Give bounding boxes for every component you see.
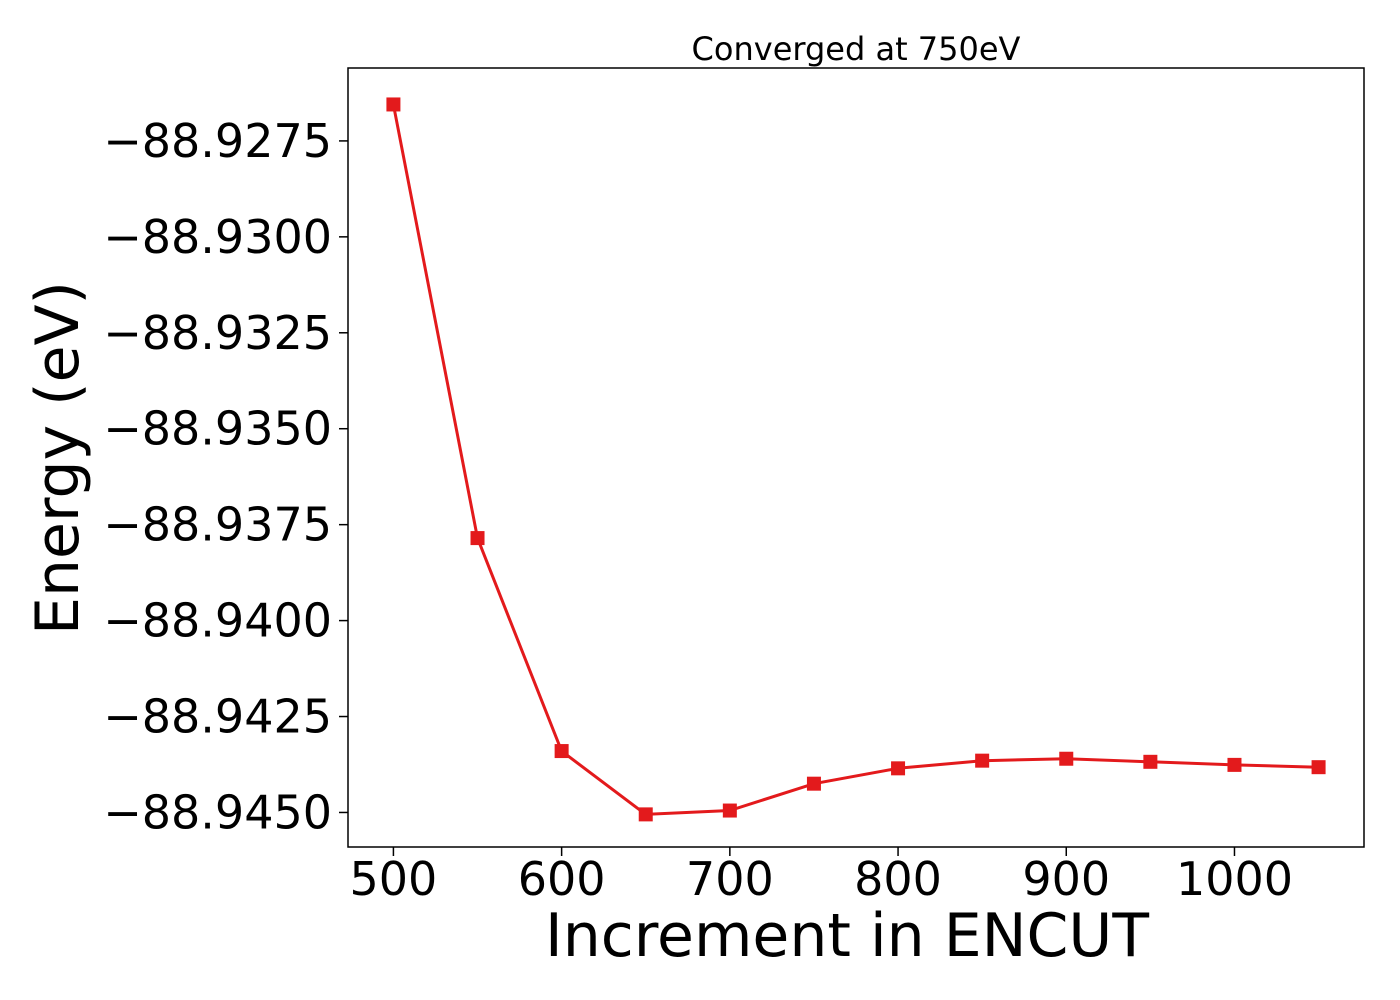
x-tick-label: 700 [686, 852, 774, 906]
x-axis-ticks: 500 600 700 800 900 1000 [350, 847, 1293, 906]
energy-series-markers [386, 97, 1326, 822]
data-point-marker [1227, 757, 1242, 772]
data-point-marker [1311, 760, 1326, 775]
energy-series-line [391, 104, 1319, 816]
data-point-marker [891, 761, 906, 776]
data-point-marker [1143, 754, 1158, 769]
data-point-marker [806, 776, 821, 791]
x-tick-label: 500 [350, 852, 438, 906]
chart-title: Converged at 750eV [692, 30, 1021, 68]
data-point-marker [638, 807, 653, 822]
y-tick-label: −88.9300 [103, 210, 332, 264]
data-point-marker [386, 97, 401, 112]
y-tick-label: −88.9325 [103, 306, 332, 360]
y-tick-label: −88.9400 [103, 594, 332, 648]
data-point-marker [470, 531, 485, 546]
y-tick-label: −88.9425 [103, 690, 332, 744]
y-tick-label: −88.9350 [103, 402, 332, 456]
x-axis-label: Increment in ENCUT [545, 901, 1149, 971]
y-tick-label: −88.9375 [103, 498, 332, 552]
y-tick-label: −88.9450 [103, 785, 332, 839]
x-tick-label: 600 [518, 852, 606, 906]
data-point-marker [722, 803, 737, 818]
x-tick-label: 900 [1022, 852, 1110, 906]
data-point-marker [1059, 751, 1074, 766]
y-axis-label: Energy (eV) [23, 281, 93, 635]
x-tick-label: 1000 [1176, 852, 1293, 906]
data-point-marker [975, 753, 990, 768]
data-point-marker [554, 744, 569, 759]
y-axis-ticks: −88.9275 −88.9300 −88.9325 −88.9350 −88.9375… [103, 114, 348, 839]
plot-area-frame [347, 67, 1365, 848]
x-tick-label: 800 [854, 852, 942, 906]
y-tick-label: −88.9275 [103, 114, 332, 168]
